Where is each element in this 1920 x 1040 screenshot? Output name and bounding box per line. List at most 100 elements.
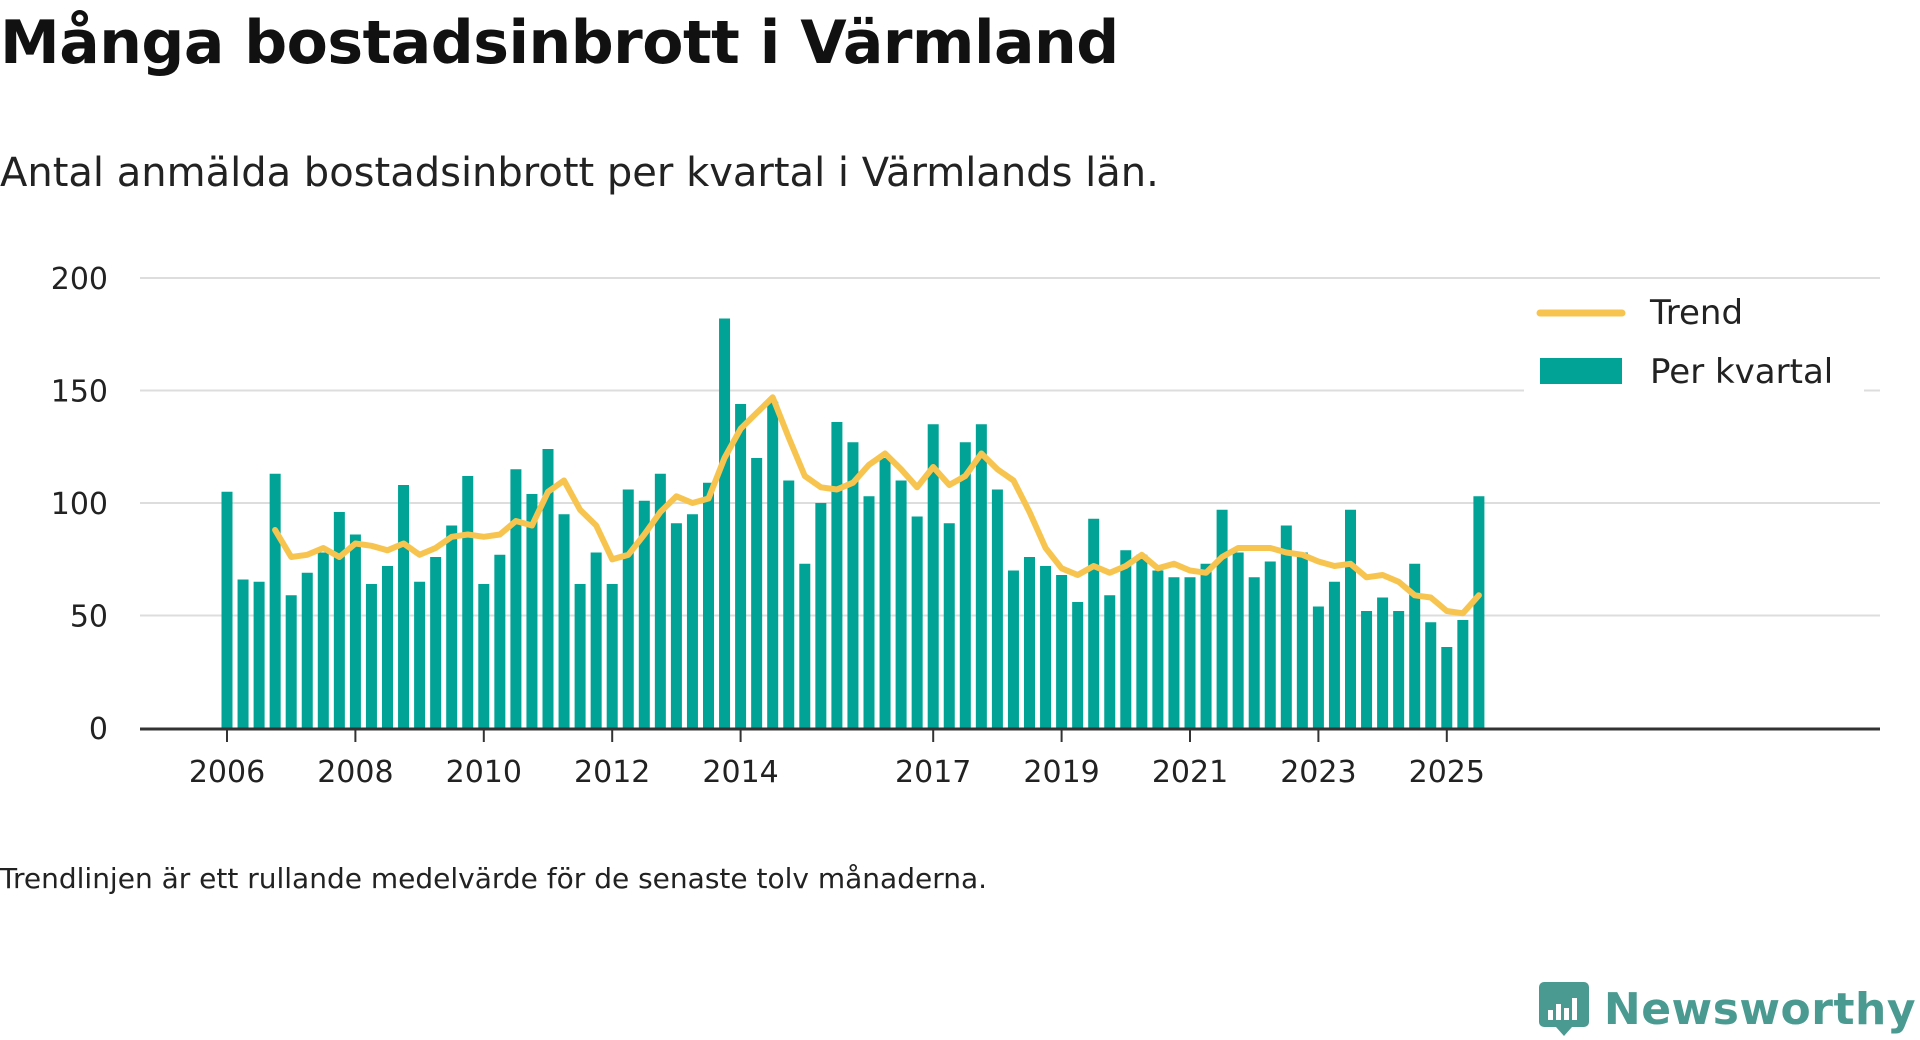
- bar: [558, 514, 570, 728]
- bar: [943, 523, 955, 728]
- bar: [526, 494, 538, 728]
- bar: [799, 563, 811, 728]
- bar: [1088, 518, 1100, 728]
- bar: [542, 449, 554, 728]
- bar: [398, 485, 410, 728]
- bar: [1216, 509, 1228, 728]
- chart-area: 0 50 100 150 200 2006 2008 2010 2012 2014 2017 2019…: [0, 250, 1920, 810]
- bar: [1136, 554, 1148, 728]
- footnote: Trendlinjen är ett rullande medelvärde f…: [0, 862, 988, 895]
- x-tick-label: 2008: [317, 755, 393, 790]
- x-tick-label: 2012: [574, 755, 650, 790]
- bar-layer: [221, 318, 1485, 728]
- legend: Trend Per kvartal: [1524, 280, 1864, 400]
- bar: [382, 566, 393, 728]
- bar: [1007, 570, 1019, 728]
- bar: [1248, 577, 1260, 728]
- bar: [285, 595, 297, 728]
- axis-layer: 0 50 100 150 200 2006 2008 2010 2012 2014 2017 2019…: [51, 262, 1880, 790]
- bar: [670, 523, 682, 728]
- bar: [333, 512, 345, 728]
- brand-name: Newsworthy: [1603, 983, 1916, 1035]
- trend-line-layer: [272, 394, 1482, 617]
- bar: [1072, 602, 1084, 728]
- bar: [735, 404, 747, 728]
- bar: [1120, 550, 1132, 728]
- y-tick-label: 150: [51, 375, 108, 410]
- chart-title: Många bostadsinbrott i Värmland: [0, 8, 1119, 78]
- bar: [237, 579, 249, 728]
- bar: [1361, 611, 1373, 728]
- bar: [847, 442, 859, 728]
- bar: [686, 514, 698, 728]
- y-tick-label: 50: [70, 600, 108, 635]
- bar: [510, 469, 522, 728]
- bar: [494, 554, 506, 728]
- bar: [927, 424, 939, 728]
- bar: [815, 503, 827, 728]
- bar: [365, 584, 377, 728]
- bar: [221, 491, 233, 728]
- legend-bar-swatch: [1540, 358, 1622, 384]
- bar: [1393, 611, 1405, 728]
- bar: [975, 424, 987, 728]
- bar: [478, 584, 490, 728]
- bar: [638, 500, 650, 728]
- bar: [1104, 595, 1116, 728]
- bar: [1200, 563, 1212, 728]
- x-tick-label: 2006: [189, 755, 265, 790]
- bar: [1457, 620, 1469, 728]
- bar: [462, 476, 474, 728]
- x-tick-label: 2023: [1280, 755, 1356, 790]
- bar: [1232, 552, 1244, 728]
- bar: [574, 584, 586, 728]
- bar: [863, 496, 875, 728]
- bar: [1312, 606, 1324, 728]
- x-tick-label: 2019: [1023, 755, 1099, 790]
- bar: [1441, 647, 1453, 728]
- bar: [783, 480, 795, 728]
- bar: [1409, 563, 1421, 728]
- bar: [654, 473, 666, 728]
- chart-svg: 0 50 100 150 200 2006 2008 2010 2012 2014 2017 2019…: [51, 262, 1880, 790]
- bar: [446, 525, 458, 728]
- x-tick-label: 2021: [1152, 755, 1228, 790]
- bar: [301, 572, 313, 728]
- bar: [991, 489, 1003, 728]
- bar: [831, 422, 843, 728]
- newsworthy-logo-icon: [1538, 982, 1589, 1036]
- x-tick-label: 2010: [446, 755, 522, 790]
- bar: [1425, 622, 1437, 728]
- chart-subtitle: Antal anmälda bostadsinbrott per kvartal…: [0, 150, 1159, 196]
- bar: [1328, 581, 1340, 728]
- trend-line: [272, 394, 1482, 617]
- bar: [622, 489, 634, 728]
- bar: [1184, 577, 1196, 728]
- bar: [895, 480, 907, 728]
- x-tick-label: 2017: [895, 755, 971, 790]
- bar: [1377, 597, 1389, 728]
- bar: [349, 534, 361, 728]
- y-tick-label: 0: [89, 712, 108, 747]
- bar: [430, 557, 442, 728]
- y-tick-label: 200: [51, 262, 108, 297]
- bar: [1024, 557, 1035, 728]
- bar: [959, 442, 971, 728]
- brand-logo[interactable]: Newsworthy: [1538, 980, 1916, 1038]
- bar: [1056, 575, 1068, 728]
- y-tick-label: 100: [51, 487, 108, 522]
- bar: [1264, 561, 1276, 728]
- bar: [767, 401, 779, 728]
- x-tick-label: 2025: [1409, 755, 1485, 790]
- legend-bar-label: Per kvartal: [1650, 352, 1833, 392]
- bar: [879, 458, 891, 728]
- bar: [1152, 570, 1164, 728]
- bar: [414, 581, 426, 728]
- bar: [751, 458, 763, 728]
- bar: [703, 482, 714, 728]
- x-tick-label: 2014: [702, 755, 778, 790]
- bar: [719, 318, 731, 728]
- legend-trend-label: Trend: [1649, 293, 1743, 333]
- bar: [269, 473, 281, 728]
- bar: [911, 516, 923, 728]
